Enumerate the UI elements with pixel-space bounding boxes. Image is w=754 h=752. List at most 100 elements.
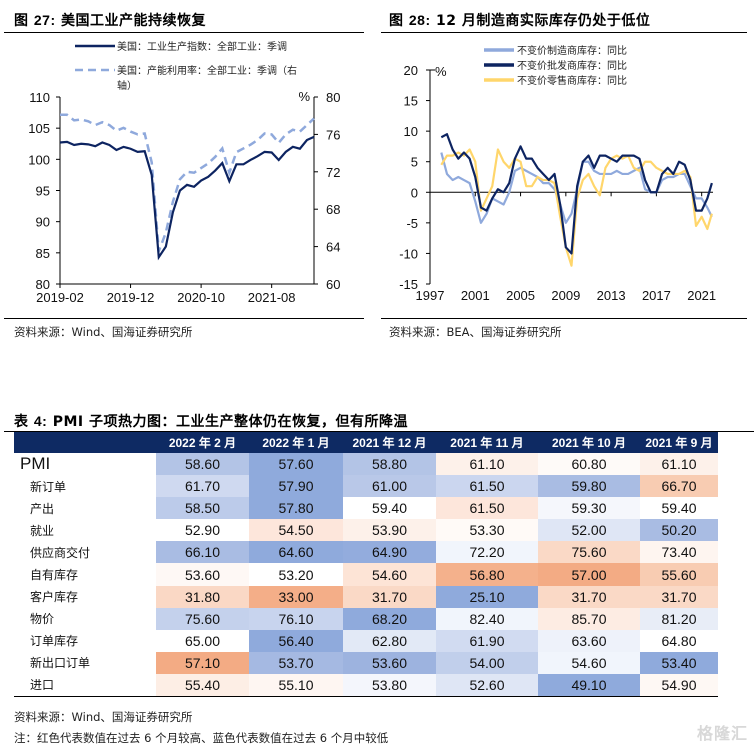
heat-cell: 31.70 (640, 585, 718, 608)
heat-cell: 57.10 (156, 651, 249, 674)
row-label: 自有库存 (30, 568, 79, 583)
figure28-series (440, 133, 713, 267)
heat-cell: 64.90 (343, 541, 436, 564)
x-tick-label: 2017 (642, 288, 671, 303)
heat-cell: 61.00 (343, 475, 436, 498)
heat-cell: 53.70 (249, 651, 343, 674)
y-tick-label: -5 (406, 216, 418, 231)
heat-cell: 53.80 (343, 673, 436, 698)
heat-cell: 60.80 (538, 453, 640, 476)
x-tick-label: 2019-02 (36, 290, 84, 305)
legend-label-capacity-utilization: 美国：产能利用率：全部工业：季调（右 轴） (117, 64, 300, 92)
figure27-top-rule (4, 32, 364, 33)
heat-cell: 53.60 (343, 651, 436, 674)
left-y-tick-label: 90 (36, 215, 50, 230)
row-label: PMI (20, 454, 51, 474)
heat-cell: 31.70 (343, 585, 436, 608)
heat-cell: 58.50 (156, 497, 249, 520)
left-y-tick-label: 85 (36, 246, 50, 261)
row-label: 供应商交付 (30, 545, 91, 560)
y-tick-label: 20 (404, 63, 418, 78)
x-tick-label: 1997 (416, 288, 445, 303)
left-y-tick-label: 95 (36, 184, 50, 199)
heat-cell: 61.10 (640, 453, 718, 476)
heat-cell: 63.60 (538, 629, 640, 652)
heat-cell: 57.60 (249, 453, 343, 476)
heat-cell: 59.40 (343, 497, 436, 520)
table4-title: 表 4: PMI 子项热力图：工业生产整体仍在恢复，但有所降温 (14, 411, 408, 431)
left-y-tick-label: 80 (36, 277, 50, 292)
heat-cell: 82.40 (436, 607, 538, 630)
pmi-heatmap-table: 2022 年 2 月 2022 年 1 月 2021 年 12 月 2021 年 11… (14, 432, 718, 698)
figure28-title: 图 28: 12 月制造商实际库存仍处于低位 (389, 10, 650, 30)
table-row: 产出 58.50 57.80 59.40 61.50 59.30 59.40 (14, 497, 718, 520)
heat-cell: 59.40 (640, 497, 718, 520)
heat-cell: 64.80 (640, 629, 718, 652)
heat-cell: 54.50 (249, 519, 343, 542)
table-row: 物价 75.60 76.10 68.20 82.40 85.70 81.20 (14, 607, 718, 630)
series-capacity-utilization (60, 113, 315, 252)
figure27-source: 资料来源：Wind、国海证券研究所 (14, 325, 193, 339)
heat-cell: 75.60 (156, 607, 249, 630)
row-label: 新订单 (30, 479, 67, 494)
figure27-bottom-rule (4, 318, 364, 319)
x-tick-label: 2009 (551, 288, 580, 303)
heat-cell: 53.90 (343, 519, 436, 542)
column-header: 2022 年 2 月 (156, 432, 249, 453)
heat-cell: 53.30 (436, 519, 538, 542)
left-y-tick-label: 100 (28, 152, 50, 167)
x-tick-label: 2019-12 (107, 290, 155, 305)
left-y-tick-label: 105 (28, 121, 50, 136)
y-tick-label: 15 (404, 94, 418, 109)
table-row: 供应商交付 66.10 64.60 64.90 72.20 75.60 73.40 (14, 541, 718, 564)
figure27-title-text: 美国工业产能持续恢复 (60, 13, 206, 29)
figure27-series (59, 113, 315, 261)
y-tick-label: 10 (404, 124, 418, 139)
heat-cell: 61.70 (156, 475, 249, 498)
y-tick-label: -15 (399, 277, 418, 292)
x-tick-label: 2021-08 (248, 290, 296, 305)
table-row: 新订单 61.70 57.90 61.00 61.50 59.80 66.70 (14, 475, 718, 498)
table4-note: 注：红色代表数值在过去 6 个月较高、蓝色代表数值在过去 6 个月中较低 (14, 731, 389, 745)
row-label: 进口 (14, 673, 156, 698)
heat-cell: 33.00 (249, 585, 343, 608)
heat-cell: 50.20 (640, 519, 718, 542)
right-y-tick-label: 76 (326, 127, 340, 142)
figure27-legend: 美国：工业生产指数：全部工业：季调 美国：产能利用率：全部工业：季调（右 轴） (75, 40, 300, 92)
heat-cell: 59.30 (538, 497, 640, 520)
legend-label-industrial-production: 美国：工业生产指数：全部工业：季调 (117, 40, 287, 53)
x-tick-label: 2001 (461, 288, 490, 303)
figure28-top-rule (381, 32, 747, 33)
x-tick-label: 2020-10 (177, 290, 225, 305)
figure27-title: 图 27: 美国工业产能持续恢复 (14, 10, 206, 30)
figure27-title-num: 27: (33, 12, 56, 28)
right-y-tick-label: 72 (326, 165, 340, 180)
heat-cell: 54.60 (538, 651, 640, 674)
figure28-bottom-rule (381, 318, 747, 319)
right-y-tick-label: 64 (326, 240, 340, 255)
heat-cell: 54.00 (436, 651, 538, 674)
y-tick-label: 0 (411, 185, 418, 200)
heat-cell: 53.60 (156, 563, 249, 586)
heat-cell: 55.40 (156, 673, 249, 698)
figure28-source: 资料来源：BEA、国海证券研究所 (389, 325, 562, 339)
heat-cell: 72.20 (436, 541, 538, 564)
figure28-title-text: 12 月制造商实际库存仍处于低位 (435, 13, 651, 29)
table4-title-prefix: 表 (14, 414, 29, 430)
heat-cell: 53.40 (640, 651, 718, 674)
table4-top-rule (4, 431, 754, 432)
heat-cell: 61.50 (436, 475, 538, 498)
table-row: 新出口订单 57.10 53.70 53.60 54.00 54.60 53.40 (14, 651, 718, 674)
figure28-title-prefix: 图 (389, 13, 404, 29)
heat-cell: 59.80 (538, 475, 640, 498)
legend-label: 不变价制造商库存：同比 (517, 44, 627, 57)
heat-cell: 57.00 (538, 563, 640, 586)
figure28-axes: % -15 -10 -5 0 5 10 15 20 1997 2001 2005 2009 2013 201… (399, 63, 716, 303)
right-y-tick-label: 60 (326, 277, 340, 292)
heat-cell: 85.70 (538, 607, 640, 630)
heat-cell: 66.70 (640, 475, 718, 498)
figure27-title-prefix: 图 (14, 13, 29, 29)
legend-label: 不变价批发商库存：同比 (517, 59, 627, 72)
heat-cell: 55.60 (640, 563, 718, 586)
